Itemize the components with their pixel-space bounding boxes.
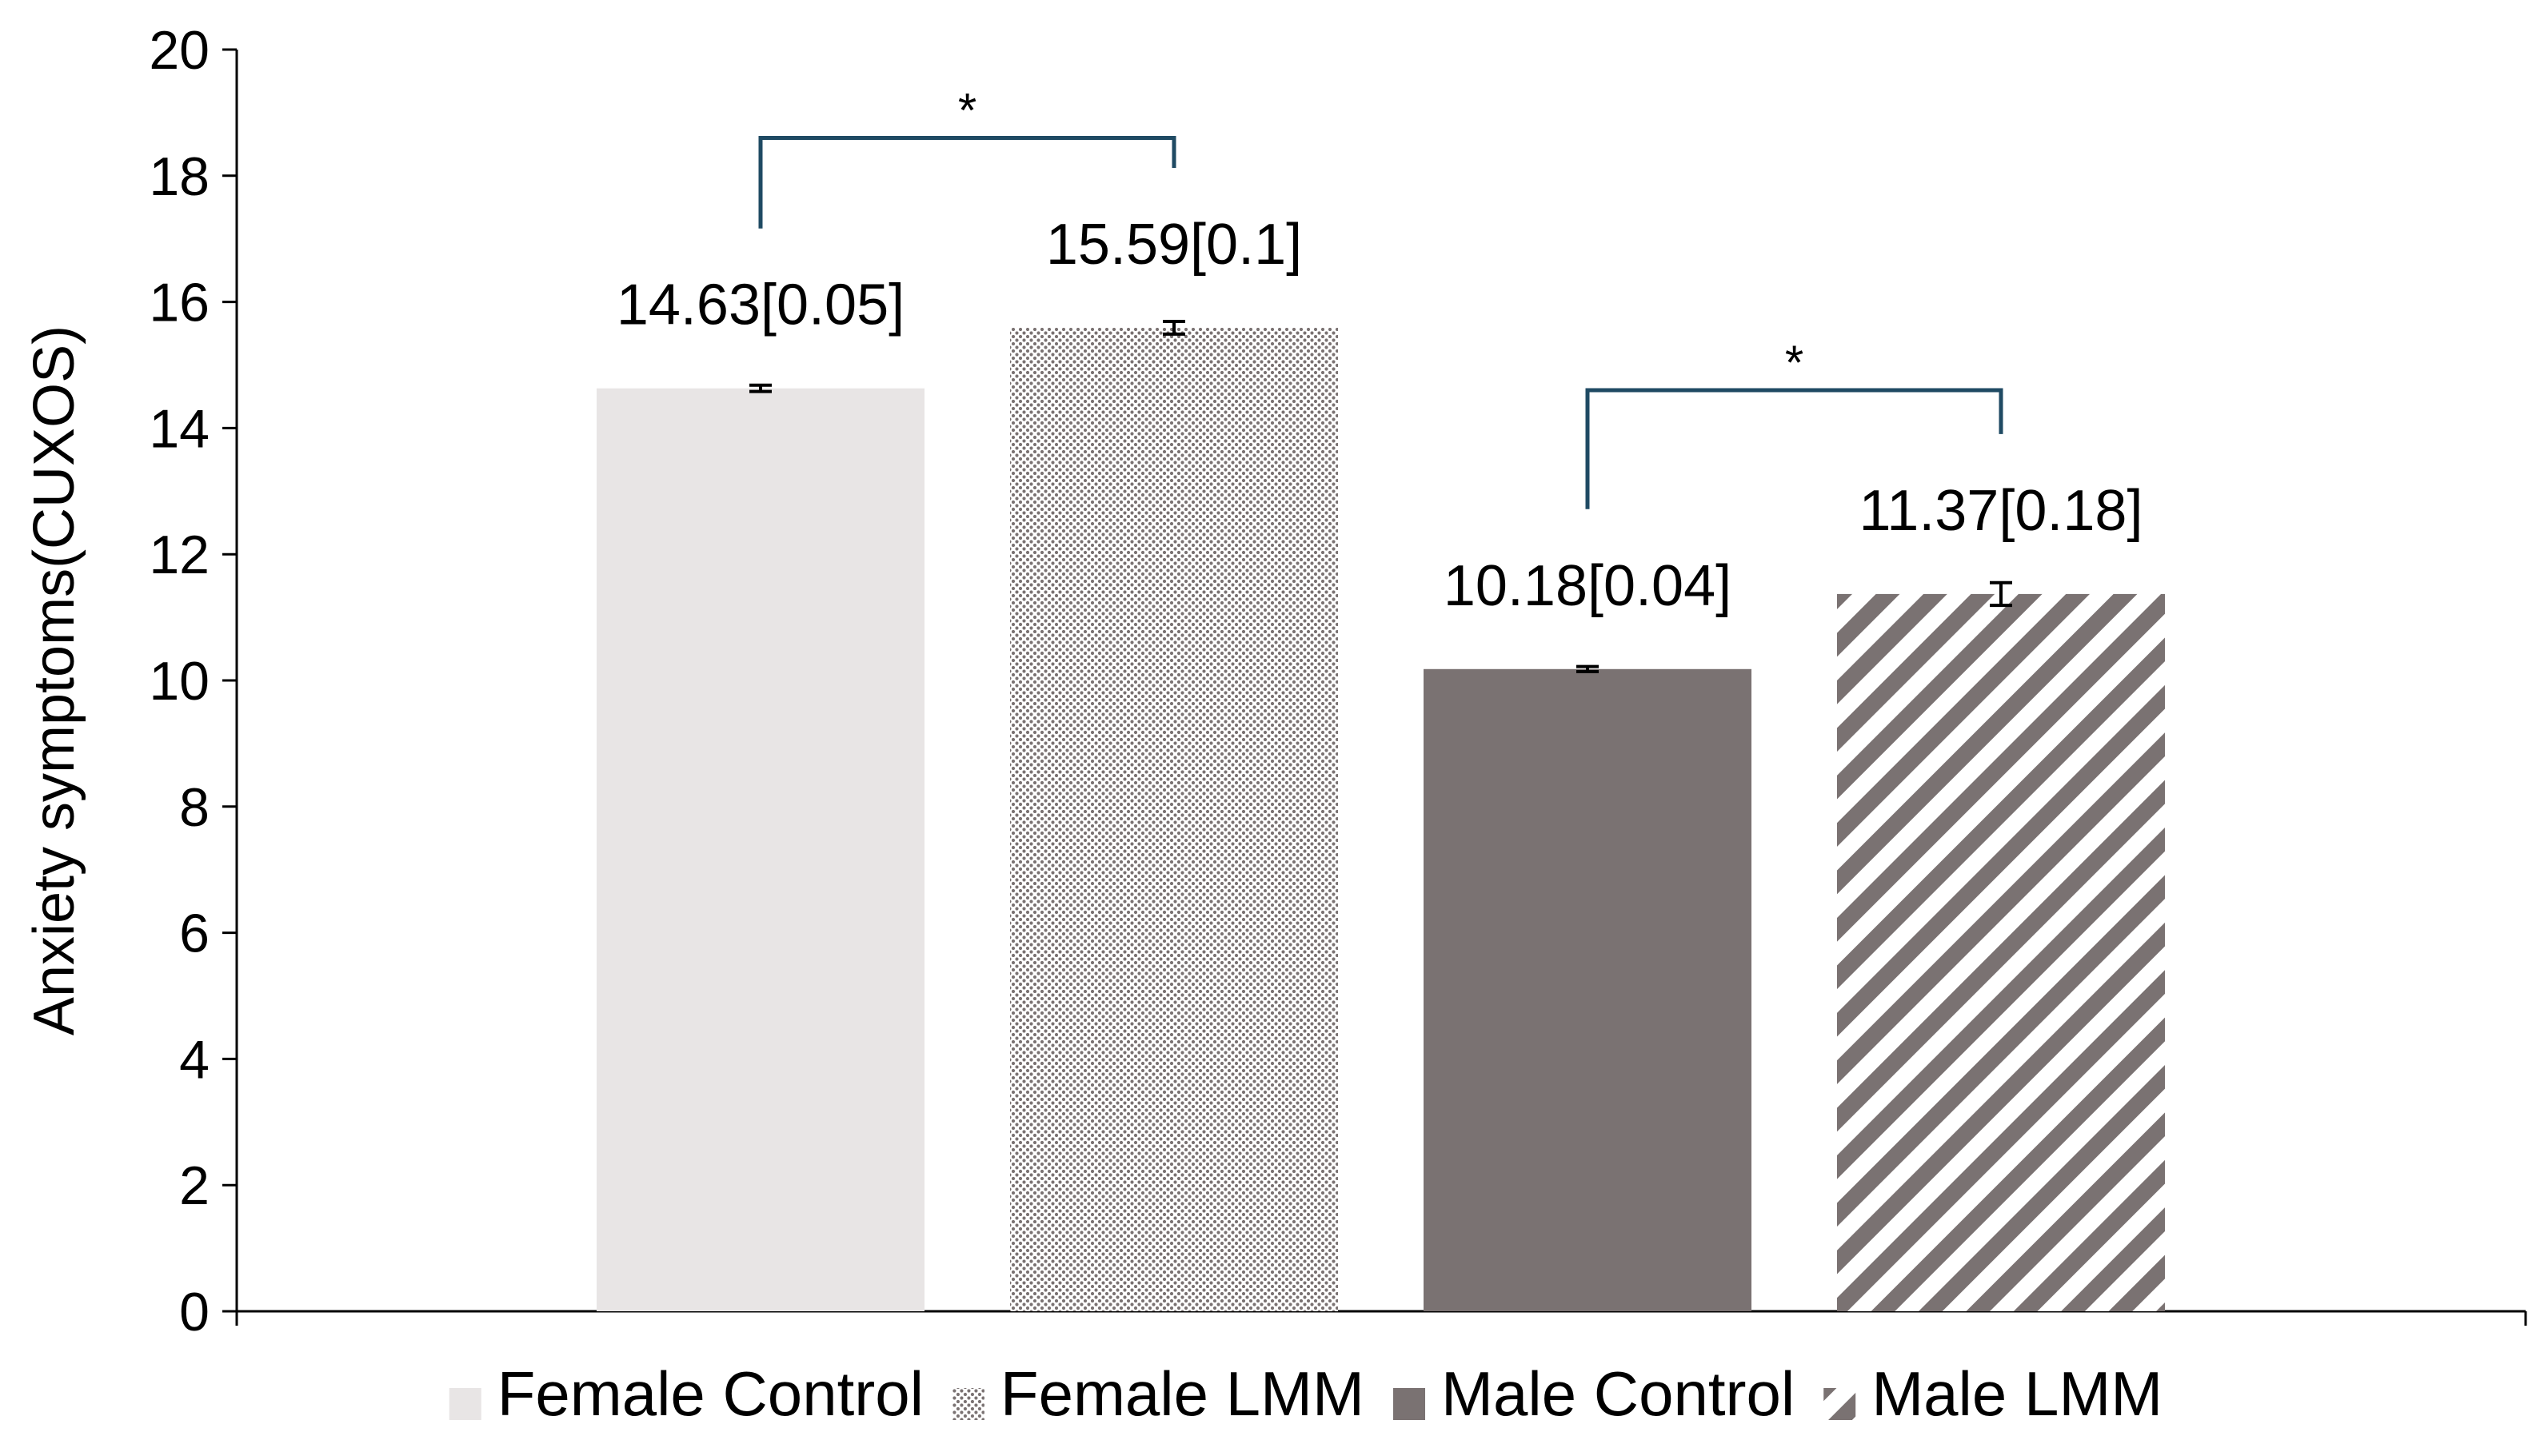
- bar: [1837, 593, 2165, 1311]
- y-tick-label: 14: [149, 398, 210, 459]
- significance-star: *: [958, 83, 976, 137]
- y-tick-label: 20: [149, 20, 210, 81]
- legend-item: Male Control: [1393, 1358, 1795, 1429]
- y-tick-label: 10: [149, 651, 210, 712]
- legend-label: Male Control: [1441, 1358, 1795, 1429]
- legend-item: Female Control: [449, 1358, 924, 1429]
- y-tick-label: 16: [149, 273, 210, 333]
- legend-item: Female LMM: [952, 1358, 1364, 1429]
- legend-item: Male LMM: [1823, 1358, 2163, 1429]
- legend-label: Male LMM: [1871, 1358, 2163, 1429]
- y-tick-label: 4: [179, 1029, 210, 1090]
- significance-star: *: [1785, 336, 1803, 389]
- y-tick-label: 0: [179, 1282, 210, 1342]
- legend-swatch: [952, 1388, 984, 1420]
- y-tick-label: 6: [179, 904, 210, 964]
- legend-swatch: [449, 1388, 481, 1420]
- significance-brackets: **: [758, 83, 2003, 509]
- legend-swatch: [1823, 1388, 1856, 1420]
- legend-label: Female LMM: [1000, 1358, 1364, 1429]
- bar: [1424, 668, 1751, 1311]
- legend-swatch: [1393, 1388, 1426, 1420]
- bars: [597, 320, 2165, 1312]
- bar: [597, 388, 925, 1311]
- data-label: 10.18[0.04]: [1444, 554, 1731, 618]
- data-label: 14.63[0.05]: [617, 273, 905, 337]
- data-label: 11.37[0.18]: [1859, 479, 2143, 543]
- y-tick-label: 2: [179, 1155, 210, 1216]
- data-label: 15.59[0.1]: [1046, 213, 1302, 277]
- significance-bracket: [1585, 388, 2003, 509]
- axes: 0 2 4 6 8 10 12 14 16 18 20 Anxiety symptoms(CUXOS): [22, 20, 2527, 1342]
- y-axis-title: Anxiety symptoms(CUXOS): [22, 325, 86, 1035]
- bar: [1010, 327, 1338, 1312]
- y-tick-label: 18: [149, 146, 210, 207]
- data-labels: 14.63[0.05] 15.59[0.1] 10.18[0.04] 11.37[0.…: [617, 213, 2143, 618]
- legend-label: Female Control: [497, 1358, 924, 1429]
- y-tick-label: 8: [179, 777, 210, 838]
- legend: Female Control Female LMM Male Control Male…: [449, 1358, 2163, 1429]
- significance-bracket: [758, 135, 1176, 229]
- y-tick-label: 12: [149, 525, 210, 585]
